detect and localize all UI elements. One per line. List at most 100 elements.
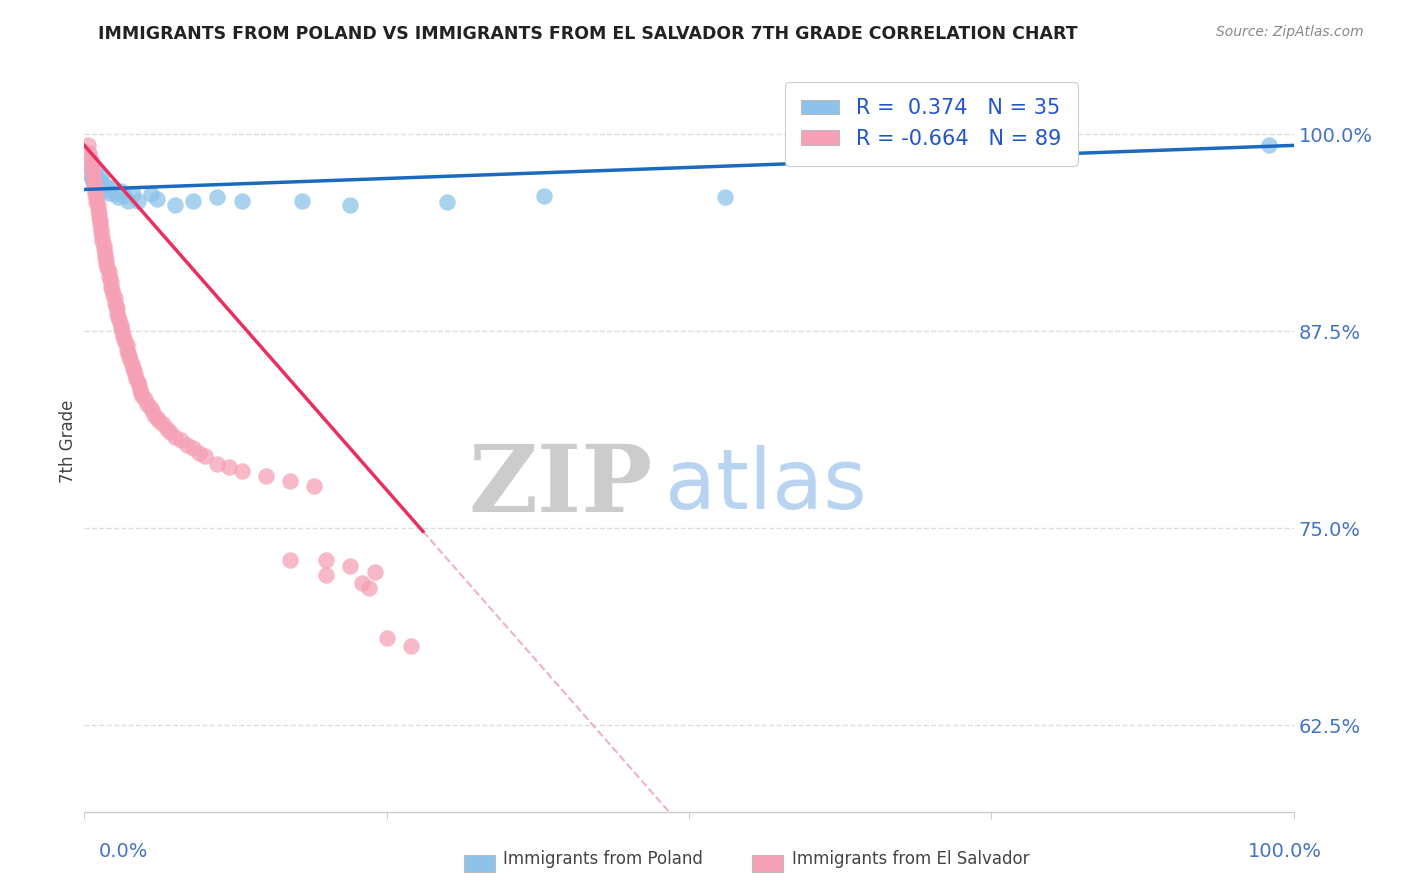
Point [148,414,170,428]
Point [110,321,132,335]
Point [143,408,166,422]
Text: 100.0%: 100.0% [1247,842,1322,862]
Point [82,171,104,186]
Y-axis label: 7th Grade: 7th Grade [59,400,77,483]
Point [89,179,111,194]
Point [91,235,114,249]
Point [96,261,118,276]
Point [146,411,169,425]
Point [134,392,156,406]
Point [107,310,129,324]
Point [363,566,385,580]
Point [165,430,187,444]
Point [141,403,163,417]
Point [86,176,108,190]
Point [124,367,146,381]
Point [254,469,277,483]
Point [122,364,145,378]
Point [152,417,174,432]
Point [94,250,117,264]
Text: Immigrants from Poland: Immigrants from Poland [503,850,703,868]
Point [112,189,135,203]
Point [125,371,148,385]
Point [80,171,103,186]
Point [207,457,229,471]
Point [110,184,132,198]
Point [80,161,103,176]
Legend: R =  0.374   N = 35, R = -0.664   N = 89: R = 0.374 N = 35, R = -0.664 N = 89 [785,82,1077,166]
Point [231,465,253,479]
Point [94,179,117,194]
Point [100,280,122,294]
Point [94,253,117,268]
Point [302,478,325,492]
Point [139,187,162,202]
Point [352,576,374,591]
Point [82,175,104,189]
Point [108,313,131,327]
Point [128,377,150,392]
Point [231,194,253,208]
Point [91,176,114,190]
Point [80,155,103,169]
Point [127,194,149,208]
Point [357,581,380,595]
Point [218,459,240,474]
Text: Immigrants from El Salvador: Immigrants from El Salvador [792,850,1029,868]
Point [104,187,127,202]
Point [112,332,135,346]
Point [98,272,121,286]
Point [111,324,134,338]
Point [138,400,160,414]
Point [91,229,114,244]
Point [399,640,422,654]
Text: ZIP: ZIP [468,441,652,531]
Point [188,445,211,459]
Point [136,397,159,411]
Point [121,360,143,375]
Point [278,474,301,488]
Point [112,329,135,343]
Text: Source: ZipAtlas.com: Source: ZipAtlas.com [1216,25,1364,39]
Point [87,173,110,187]
Point [89,217,111,231]
Point [131,389,153,403]
Point [77,138,100,153]
Point [121,357,143,371]
Point [533,189,555,203]
Text: IMMIGRANTS FROM POLAND VS IMMIGRANTS FROM EL SALVADOR 7TH GRADE CORRELATION CHAR: IMMIGRANTS FROM POLAND VS IMMIGRANTS FRO… [98,25,1078,43]
Point [315,568,337,582]
Point [86,202,108,217]
Point [129,383,152,397]
Point [77,167,100,181]
Point [87,211,110,225]
Point [104,291,127,305]
Point [339,559,361,574]
Text: 0.0%: 0.0% [98,842,148,862]
Point [110,318,132,332]
Point [207,190,229,204]
Point [100,181,122,195]
Point [101,283,124,297]
Point [84,182,107,196]
Point [278,552,301,566]
Point [375,632,398,646]
Point [291,194,314,208]
Point [87,206,110,220]
Point [83,169,105,183]
Point [315,552,337,566]
Point [339,198,361,212]
Point [77,146,100,161]
Point [86,198,108,212]
Point [105,302,128,317]
Point [107,190,129,204]
Point [97,186,120,200]
Point [86,171,108,186]
Point [93,182,115,196]
Point [105,307,128,321]
Point [115,338,138,352]
Point [155,422,177,436]
Point [714,190,737,204]
Point [86,190,108,204]
Point [84,187,107,202]
